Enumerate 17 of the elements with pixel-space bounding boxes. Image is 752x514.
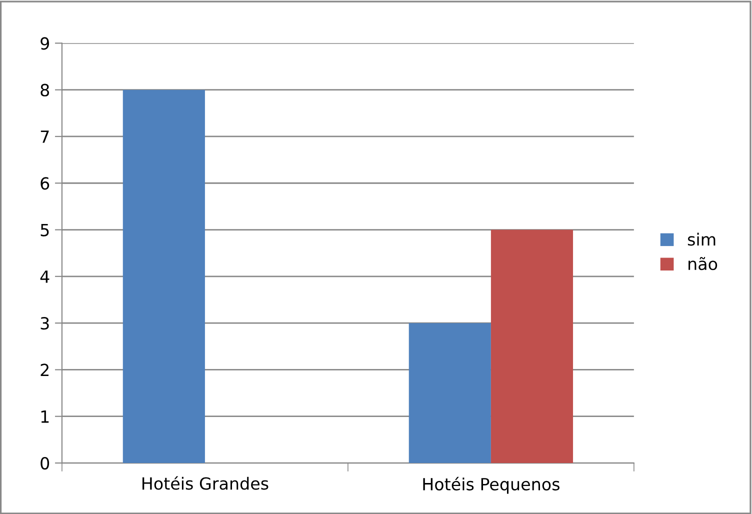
- legend-label: não: [688, 256, 718, 270]
- y-tick-label: 5: [40, 224, 49, 236]
- bar: [122, 90, 205, 464]
- bar: [408, 323, 491, 464]
- y-tick-label: 8: [40, 84, 50, 96]
- y-tick-label: 6: [40, 177, 50, 190]
- y-tick-label: 1: [41, 410, 49, 423]
- y-tick-label: 2: [40, 364, 48, 376]
- x-tick-label: Hotéis Pequenos: [423, 476, 560, 494]
- y-tick-label: 4: [40, 270, 50, 283]
- y-tick-label: 3: [40, 317, 49, 330]
- x-tick-label: Hotéis Grandes: [142, 476, 268, 490]
- bar: [490, 230, 574, 464]
- legend-label: sim: [688, 232, 716, 246]
- y-tick-label: 9: [40, 37, 49, 50]
- y-tick-label: 0: [40, 456, 50, 470]
- y-tick-label: 7: [40, 130, 49, 143]
